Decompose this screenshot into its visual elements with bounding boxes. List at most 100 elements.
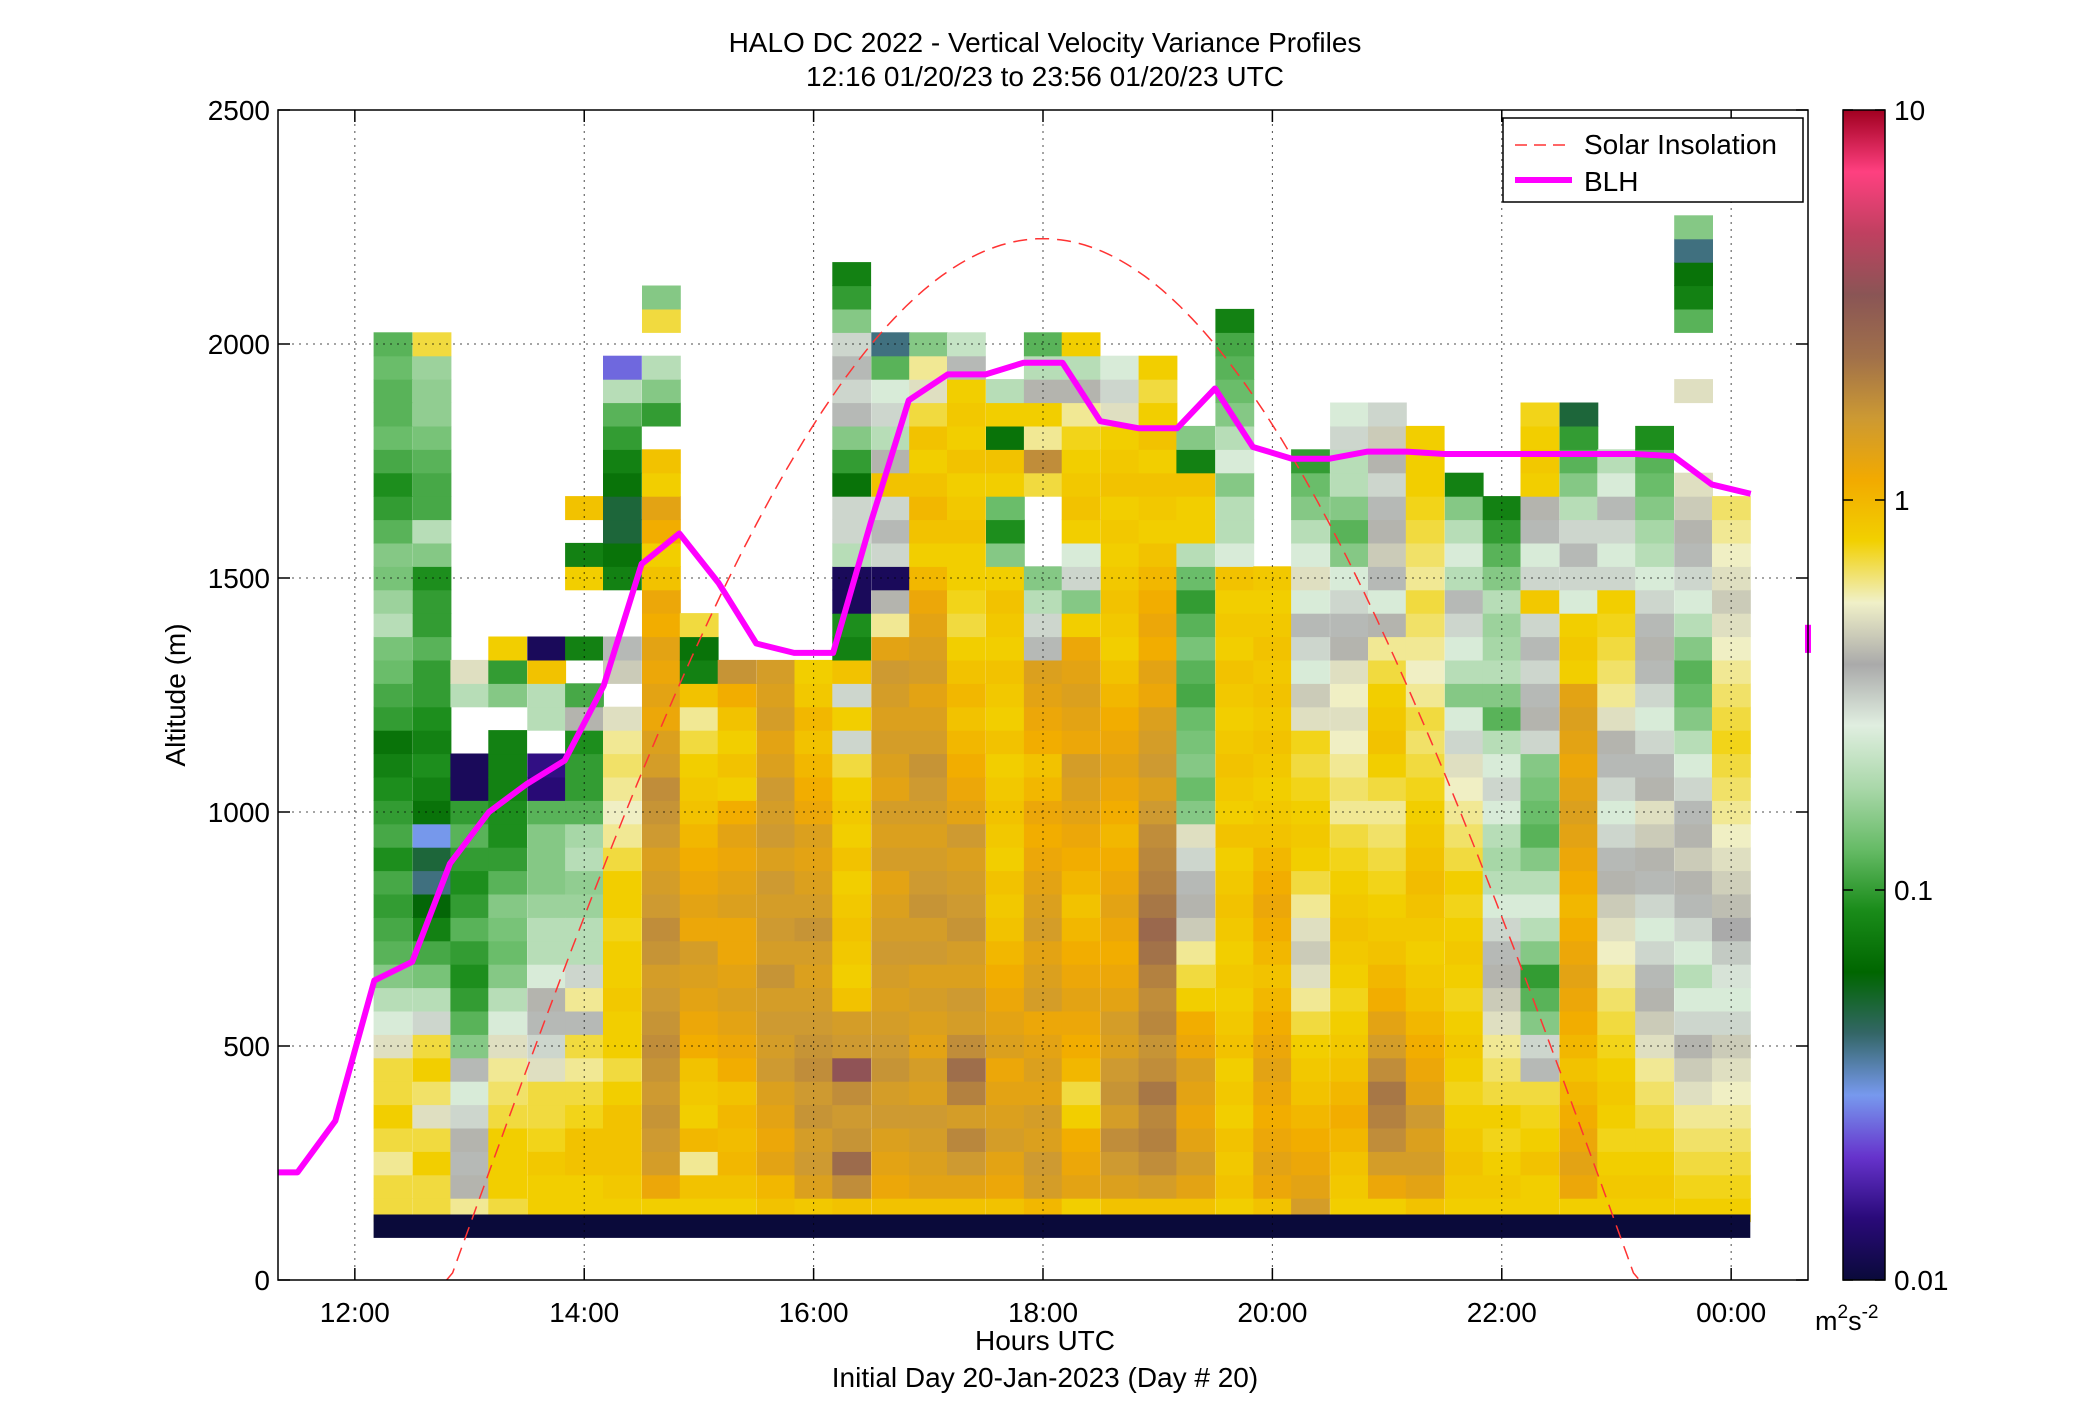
heatmap-cell-6-31	[603, 402, 642, 427]
heatmap-cell-31-12	[1559, 917, 1599, 942]
x-axis-ticks: 12:00 14:00 16:00 18:00 20:00 22:00 00:00	[320, 110, 1766, 1328]
heatmap-cell-7-4	[642, 1104, 681, 1129]
heatmap-cell-29-2	[1482, 1151, 1522, 1176]
heatmap-cell-22-5	[1215, 1081, 1255, 1106]
heatmap-cell-8-4	[679, 1104, 719, 1129]
heatmap-cell-14-2	[909, 1151, 948, 1176]
heatmap-cell-32-6	[1597, 1057, 1637, 1082]
heatmap-cell-30-12	[1520, 917, 1560, 942]
heatmap-cell-7-16	[642, 823, 681, 848]
heatmap-cell-17-28	[1023, 472, 1063, 497]
heatmap-cell-27-24	[1405, 636, 1445, 661]
heatmap-cell-18-22	[1061, 683, 1101, 708]
heatmap-cell-32-19	[1597, 753, 1637, 778]
heatmap-cell-26-5	[1368, 1081, 1407, 1106]
heatmap-cell-21-28	[1176, 542, 1216, 567]
heatmap-cell-26-16	[1368, 823, 1407, 848]
heatmap-cell-4-21	[527, 683, 567, 708]
heatmap-cell-14-1	[909, 1174, 948, 1199]
heatmap-cell-3-11	[488, 940, 528, 965]
heatmap-cell-1-1	[412, 1174, 452, 1199]
heatmap-cell-10-20	[756, 730, 796, 755]
heatmap-cell-33-7	[1635, 1034, 1674, 1059]
heatmap-cell-17-4	[1023, 1104, 1063, 1129]
heatmap-cell-2-11	[450, 940, 490, 965]
heatmap-cell-7-32	[642, 449, 681, 474]
heatmap-cell-1-32	[412, 449, 452, 474]
heatmap-cell-8-15	[679, 847, 719, 872]
heatmap-cell-25-16	[1330, 823, 1369, 848]
heatmap-cell-29-7	[1482, 1034, 1522, 1059]
heatmap-cell-2-18	[450, 776, 490, 801]
heatmap-cell-12-20	[832, 730, 872, 755]
heatmap-cell-30-15	[1520, 847, 1560, 872]
heatmap-cell-21-31	[1176, 472, 1216, 497]
heatmap-cell-0-26	[373, 589, 413, 614]
heatmap-cell-11-16	[794, 823, 834, 848]
heatmap-cell-26-1	[1368, 1174, 1407, 1199]
heatmap-cell-5-19	[565, 753, 604, 778]
heatmap-cell-9-7	[717, 1034, 757, 1059]
chart-title: HALO DC 2022 - Vertical Velocity Varianc…	[729, 27, 1362, 58]
heatmap-cell-31-28	[1559, 542, 1599, 567]
heatmap-cell-19-18	[1100, 776, 1140, 801]
heatmap-cell-31-29	[1559, 519, 1599, 544]
heatmap-cell-20-5	[1138, 1081, 1178, 1106]
heatmap-cell-18-23	[1061, 659, 1101, 684]
heatmap-cell-10-23	[756, 659, 796, 684]
heatmap-cell-32-4	[1597, 1104, 1637, 1129]
heatmap-cell-33-25	[1635, 613, 1674, 638]
heatmap-cell-11-19	[794, 753, 834, 778]
heatmap-cell-20-6	[1138, 1057, 1178, 1082]
heatmap-cell-27-23	[1405, 659, 1445, 684]
heatmap-cell-7-20	[642, 730, 681, 755]
heatmap-cell-13-35	[871, 379, 911, 404]
heatmap-cell-15-11	[947, 940, 986, 965]
heatmap-cell-10-14	[756, 870, 796, 895]
heatmap-cell-6-27	[603, 496, 642, 521]
heatmap-cell-15-25	[947, 613, 986, 638]
heatmap-cell-3-23	[488, 636, 528, 661]
heatmap-cell-32-8	[1597, 1010, 1637, 1035]
heatmap-cell-24-18	[1291, 776, 1330, 801]
heatmap-cell-28-11	[1444, 940, 1484, 965]
blh-line	[278, 359, 1752, 1176]
heatmap-cell-26-27	[1368, 566, 1407, 591]
heatmap-cell-0-2	[373, 1151, 413, 1176]
heatmap-cell-1-23	[412, 659, 452, 684]
heatmap-cell-29-1	[1482, 1174, 1522, 1199]
heatmap-cell-30-11	[1520, 940, 1560, 965]
heatmap-cell-1-21	[412, 706, 452, 731]
heatmap-cell-15-24	[947, 636, 986, 661]
heatmap-cell-2-13	[450, 893, 490, 918]
heatmap-cell-8-2	[679, 1151, 719, 1176]
heatmap-cell-29-10	[1482, 964, 1522, 989]
heatmap-cell-17-31	[1023, 402, 1063, 427]
heatmap-cell-25-6	[1330, 1057, 1369, 1082]
heatmap-cell-4-10	[527, 964, 567, 989]
heatmap-cell-7-25	[642, 613, 681, 638]
legend-solar-label: Solar Insolation	[1584, 129, 1777, 160]
heatmap-cell-4-14	[527, 870, 567, 895]
y-axis-label: Altitude (m)	[160, 623, 191, 766]
heatmap-cell-22-26	[1215, 589, 1255, 614]
heatmap-cell-27-3	[1405, 1127, 1445, 1152]
heatmap-cell-24-20	[1291, 730, 1330, 755]
heatmap-cell-22-3	[1215, 1127, 1255, 1152]
heatmap-cell-14-34	[909, 402, 948, 427]
heatmap-cell-18-31	[1061, 472, 1101, 497]
heatmap-cell-29-30	[1482, 496, 1522, 521]
heatmap-cell-22-15	[1215, 847, 1255, 872]
heatmap-cell-9-5	[717, 1081, 757, 1106]
heatmap-cell-18-28	[1061, 542, 1101, 567]
heatmap-cell-26-28	[1368, 542, 1407, 567]
heatmap-cell-30-24	[1520, 636, 1560, 661]
heatmap-cell-31-17	[1559, 800, 1599, 825]
heatmap-cell-13-8	[871, 1010, 911, 1035]
heatmap-cell-12-6	[832, 1057, 872, 1082]
heatmap-cell-27-20	[1405, 730, 1445, 755]
heatmap-cell-22-17	[1215, 800, 1255, 825]
heatmap-cell-30-1	[1520, 1174, 1560, 1199]
heatmap-cell-13-19	[871, 753, 911, 778]
heatmap-cell-6-3	[603, 1127, 642, 1152]
